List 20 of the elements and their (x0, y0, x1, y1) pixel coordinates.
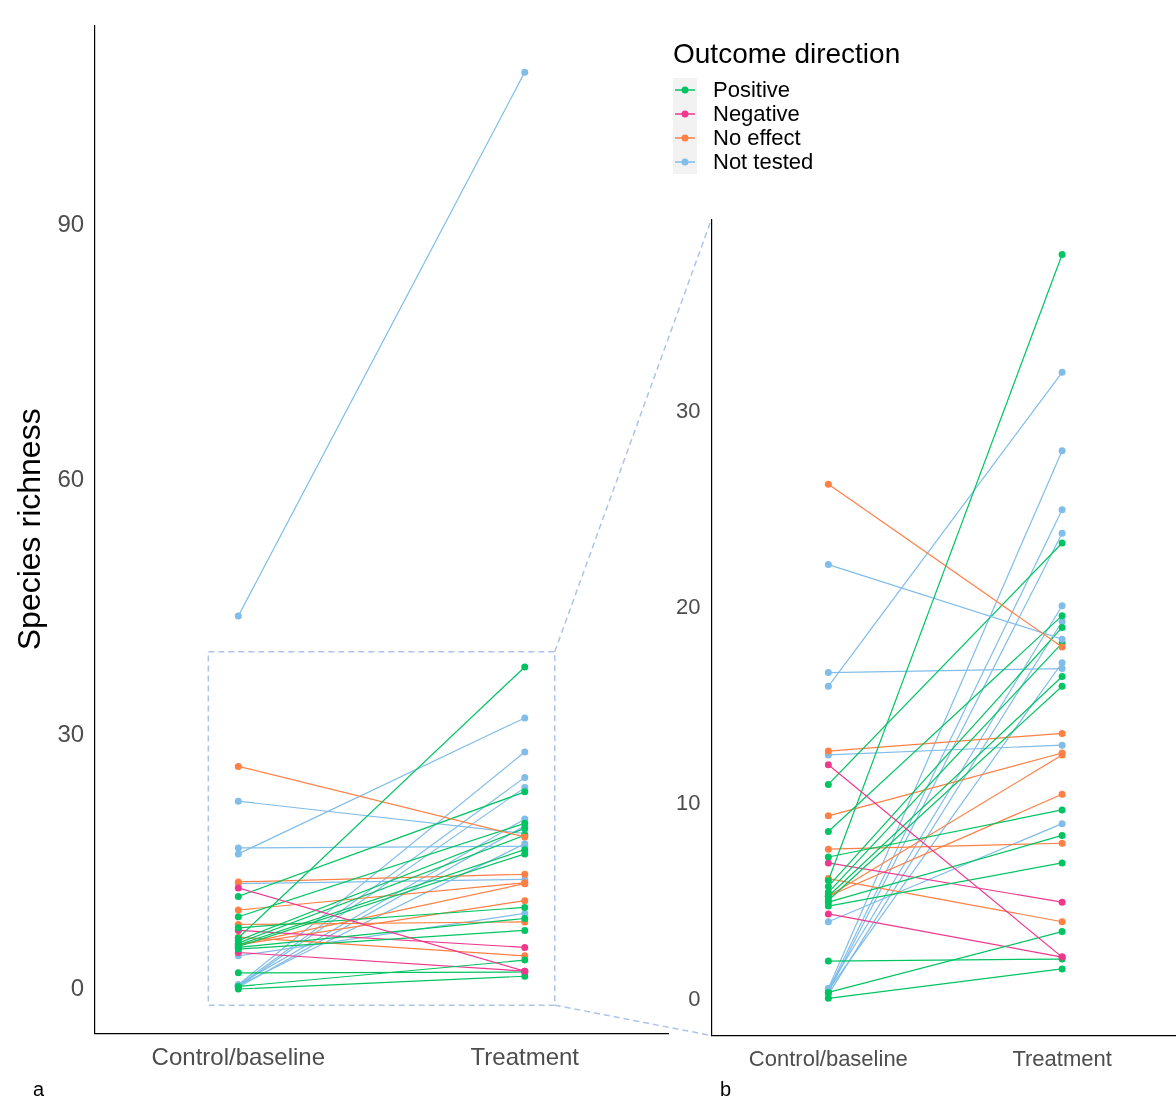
legend-label: Positive (713, 77, 791, 103)
legend-label: No effect (713, 125, 801, 151)
x-tick-label: Treatment (1012, 1045, 1112, 1071)
y-tick-label: 0 (70, 974, 85, 1002)
y-tick-label: 20 (675, 593, 701, 619)
legend-title: Outcome direction (673, 38, 901, 70)
y-tick-label: 60 (57, 464, 85, 492)
legend-label: Not tested (713, 149, 814, 175)
y-tick-label: 90 (57, 209, 85, 237)
y-axis-title: Species richness (11, 408, 48, 651)
y-tick-label: 30 (57, 719, 85, 747)
y-tick-label: 30 (675, 397, 701, 423)
y-tick-label: 10 (675, 790, 701, 816)
x-tick-label: Control/baseline (151, 1043, 326, 1071)
text: a (33, 1078, 45, 1101)
x-tick-label: Treatment (470, 1043, 580, 1071)
y-tick-label: 0 (688, 986, 701, 1012)
legend-label: Negative (713, 101, 800, 127)
x-tick-label: Control/baseline (748, 1045, 908, 1071)
text: b (720, 1078, 732, 1101)
